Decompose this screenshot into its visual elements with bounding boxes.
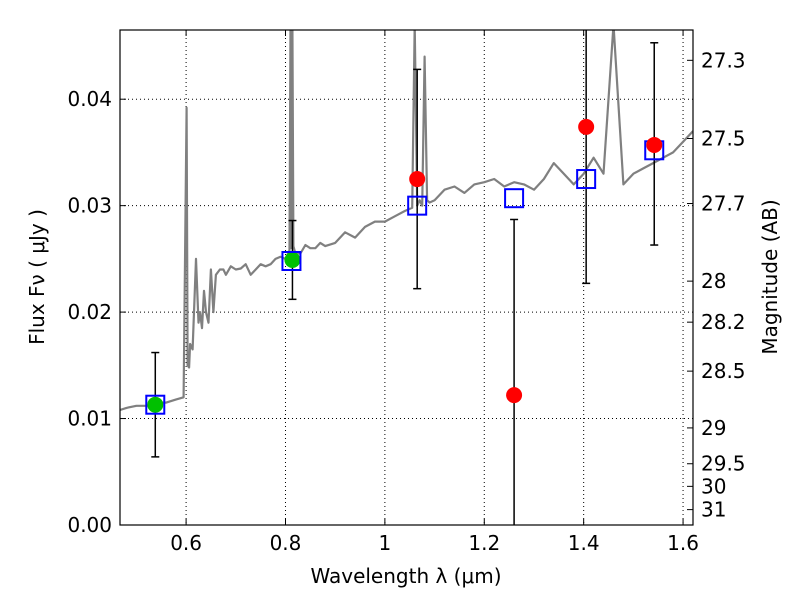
ticks: 0.6 0.8 1 1.2 1.4 1.6 0.00 0.01 0.02 0.03 0.04 27.3… [67,30,746,555]
y2-tick-label: 28.5 [701,359,746,383]
y2-tick-label: 27.5 [701,126,746,150]
model-photometry-square [281,251,302,271]
spectrum-line [120,30,693,412]
model-photometry-square [504,188,525,209]
red-data-point [409,171,426,188]
red-data-point [646,136,663,153]
y2-axis-title: Magnitude (AB) [758,199,782,354]
y-axis-title: Flux Fν ( μJy ) [25,209,49,345]
model-photometry-square [145,394,166,415]
plot-frame [119,29,694,526]
spectrum-layer [120,30,693,412]
x-tick-label: 1.4 [568,531,600,555]
green-data-point [147,396,164,413]
green-data-point [284,251,301,268]
y2-tick-label: 28 [701,269,726,293]
y-tick-label: 0.01 [67,407,112,431]
x-tick-label: 1.6 [667,531,699,555]
red-data-point [578,118,595,135]
y-tick-label: 0.02 [67,300,112,324]
x-tick-label: 0.8 [270,531,302,555]
x-axis-title: Wavelength λ (μm) [310,564,501,588]
grid [120,30,693,525]
y2-tick-label: 31 [701,498,726,522]
y-tick-label: 0.00 [67,513,112,537]
red-data-point [506,387,523,404]
model-photometry-square [407,195,428,216]
marker-layer [145,118,665,415]
y2-tick-label: 30 [701,474,726,498]
model-photometry-square [576,169,597,190]
y-tick-label: 0.04 [67,87,112,111]
x-tick-label: 1.2 [468,531,500,555]
y2-tick-label: 27.3 [701,48,746,72]
x-tick-label: 1 [379,531,392,555]
errorbar-layer [151,30,659,525]
x-tick-label: 0.6 [170,531,202,555]
y-tick-label: 0.03 [67,194,112,218]
y2-tick-label: 29 [701,416,726,440]
y2-tick-label: 29.5 [701,452,746,476]
y2-tick-label: 27.7 [701,192,746,216]
y2-tick-label: 28.2 [701,310,746,334]
